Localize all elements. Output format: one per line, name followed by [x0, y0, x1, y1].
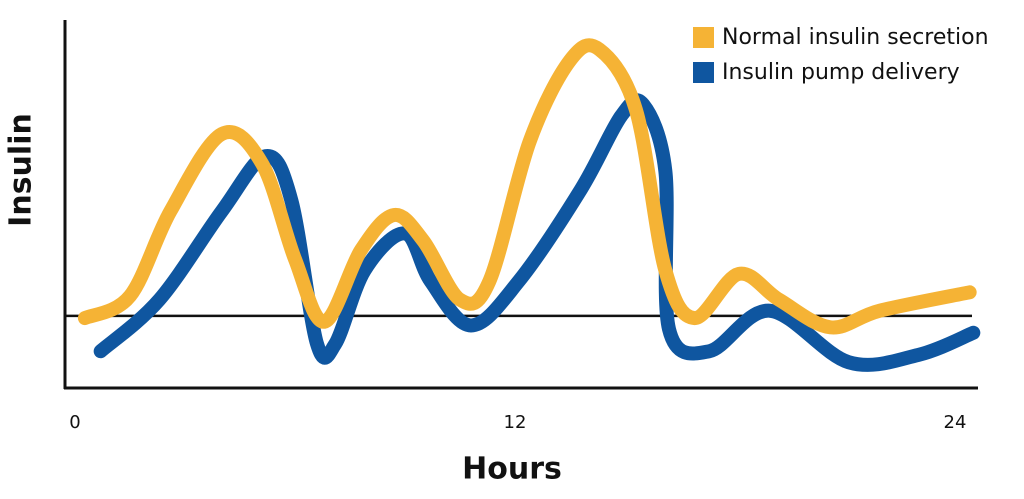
legend-swatch	[693, 62, 714, 83]
line-series	[77, 38, 977, 335]
legend-swatch	[693, 27, 714, 48]
legend-label: Normal insulin secretion	[722, 25, 989, 50]
line-series	[93, 93, 981, 372]
x-axis-title: Hours	[462, 452, 562, 487]
x-tick-label: 0	[69, 412, 80, 433]
x-tick-label: 24	[944, 412, 967, 433]
y-axis-title: Insulin	[4, 113, 39, 227]
legend-label: Insulin pump delivery	[722, 60, 960, 85]
x-tick-label: 12	[504, 412, 527, 433]
